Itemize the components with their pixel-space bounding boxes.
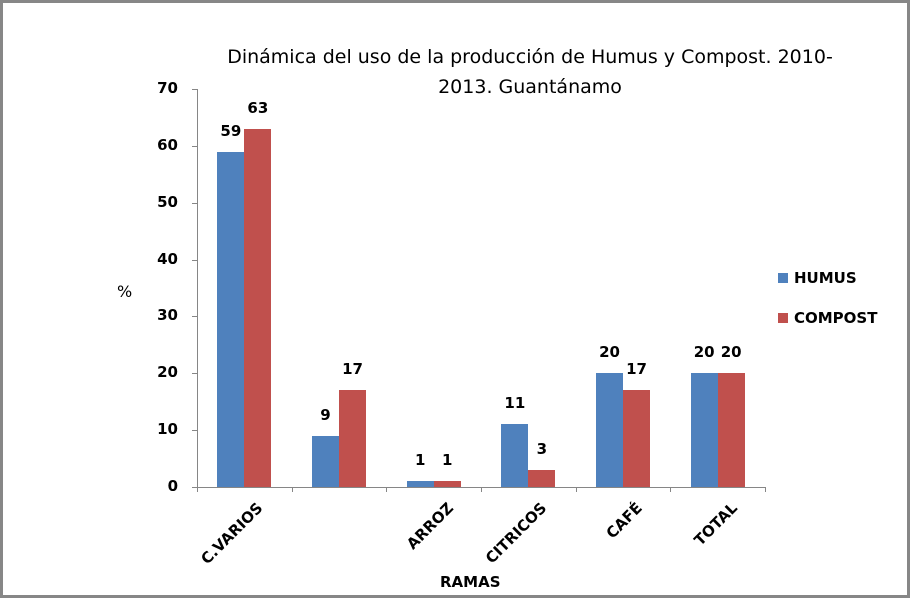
data-label: 11 <box>504 394 526 413</box>
data-label: 20 <box>599 343 620 362</box>
data-label: 17 <box>342 360 363 379</box>
legend-label-compost: COMPOST <box>794 309 878 327</box>
bar-compost <box>433 481 461 487</box>
bar-compost <box>244 128 272 487</box>
data-label: 63 <box>247 98 269 117</box>
data-label: 1 <box>414 451 426 470</box>
legend-item-compost: COMPOST <box>778 308 877 328</box>
data-label: 3 <box>536 439 548 458</box>
y-tick-label: 50 <box>157 192 178 211</box>
bar-humus <box>596 373 623 487</box>
bar-compost <box>528 469 556 487</box>
bar-humus <box>217 151 245 487</box>
y-tick-label: 60 <box>157 135 178 154</box>
bar-compost <box>717 373 745 487</box>
y-tick-label: 70 <box>157 79 178 97</box>
chart-title-line-2: 2013. Guantánamo <box>438 76 622 98</box>
bar-humus <box>501 424 529 487</box>
y-tick-label: 40 <box>157 249 178 268</box>
legend-label-humus: HUMUS <box>794 269 857 287</box>
legend: HUMUS COMPOST <box>778 268 877 348</box>
bar-compost <box>339 390 366 487</box>
data-label: 20 <box>720 343 742 362</box>
legend-item-humus: HUMUS <box>778 268 877 288</box>
y-tick-label: 10 <box>157 420 178 439</box>
data-label: 9 <box>320 405 331 424</box>
y-tick-label: 20 <box>157 363 178 382</box>
bar-compost <box>623 390 650 487</box>
chart-title: Dinámica del uso de la producción de Hum… <box>170 42 890 102</box>
chart-title-line-1: Dinámica del uso de la producción de Hum… <box>227 46 833 68</box>
data-label: 17 <box>626 360 647 379</box>
data-label: 20 <box>693 343 715 362</box>
y-tick-label: 30 <box>157 306 178 325</box>
legend-swatch-compost <box>778 313 788 323</box>
x-axis-label: RAMAS <box>440 573 501 591</box>
bar-humus <box>406 481 434 487</box>
legend-swatch-humus <box>778 273 788 283</box>
data-label: 59 <box>220 121 242 140</box>
bar-humus <box>312 435 339 487</box>
axes <box>192 89 766 492</box>
y-axis-label: % <box>117 282 133 301</box>
bar-humus <box>690 373 718 487</box>
y-tick-label: 0 <box>167 477 178 495</box>
data-label: 1 <box>441 451 453 470</box>
